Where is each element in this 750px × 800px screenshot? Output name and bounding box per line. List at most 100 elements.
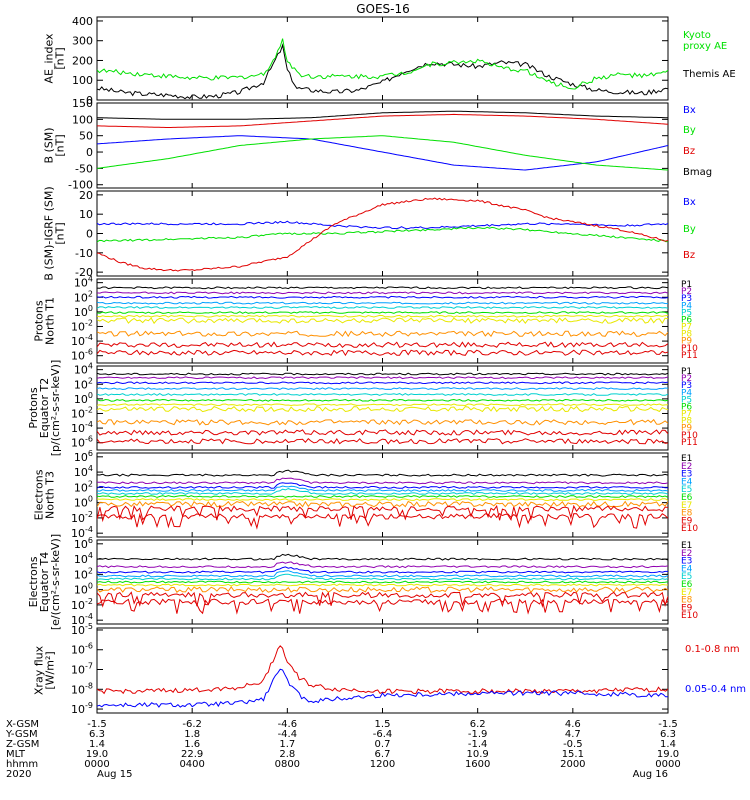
x-row-label: hhmm (6, 759, 38, 770)
series-line (97, 498, 668, 502)
series-line (97, 306, 668, 309)
y-tick-label: 10-2 (71, 318, 93, 333)
legend-entry: P6 (681, 315, 692, 325)
x-axis-value: 6.3 (660, 729, 676, 740)
legend-entry: E7 (681, 501, 692, 511)
x-axis-value: 1.7 (279, 739, 295, 750)
series-line (97, 580, 668, 584)
x-axis-value: 6.7 (375, 749, 391, 760)
panel-bsm: 150 100 50 0 -50 -100 B (SM)[nT] Bx By Bz Bmag (43, 97, 713, 192)
legend-entry: P7 (681, 323, 692, 333)
y-axis-label: ElectronsEquator T4[e/(cm²-s-sr-keV)] (27, 534, 62, 630)
x-row-label: Y-GSM (5, 729, 38, 740)
legend-entry: 0.05-0.4 nm (685, 684, 746, 695)
legend-entry: P1 (681, 367, 692, 377)
y-tick-label: 100 (74, 391, 93, 406)
legend-entry: P8 (681, 417, 692, 427)
legend-entry: E2 (681, 462, 692, 472)
x-axis-value: -4.4 (278, 729, 298, 740)
legend-entry: P3 (681, 294, 692, 304)
y-tick-label: 10-4 (71, 420, 93, 435)
series-line (97, 429, 668, 436)
legend-entry: By (683, 224, 696, 235)
y-tick-label: 102 (74, 566, 93, 581)
legend-entry: E3 (681, 470, 692, 480)
legend-entry: E10 (681, 611, 698, 621)
series-line (97, 437, 668, 445)
legend-entry: P6 (681, 402, 692, 412)
series-line (97, 330, 668, 338)
x-axis-value: Aug 15 (97, 769, 132, 780)
y-tick-label: 400 (72, 15, 93, 28)
series-line (97, 405, 668, 413)
y-tick-label: 20 (79, 189, 93, 202)
series-line (97, 504, 668, 523)
x-axis-value: 6.2 (470, 719, 486, 730)
series-line (97, 226, 668, 243)
panel-frame (96, 16, 669, 101)
y-tick-label: 0 (86, 228, 93, 241)
x-row-label: Z-GSM (6, 739, 39, 750)
series-line (97, 372, 668, 376)
legend-entry: Bx (683, 197, 696, 208)
series-line (97, 598, 668, 615)
y-tick-label: 10-9 (71, 701, 93, 716)
legend-entry: P10 (681, 431, 698, 441)
legend-entry: E4 (681, 477, 693, 487)
y-tick-label: 200 (72, 54, 93, 67)
x-axis-value: 1.4 (660, 739, 676, 750)
series-line (97, 301, 668, 305)
legend-entry: P1 (681, 280, 692, 290)
y-tick-label: 106 (74, 536, 93, 551)
y-axis-label: AE_index[nT] (43, 33, 67, 84)
x-axis-value: -1.5 (87, 719, 107, 730)
series-line (97, 573, 668, 581)
legend-entry: E8 (681, 596, 693, 606)
y-tick-label: 102 (74, 289, 93, 304)
y-tick-label: 104 (74, 275, 93, 290)
y-tick-label: 10-5 (71, 622, 93, 637)
legend-entry: P11 (681, 438, 698, 448)
legend-entry: E6 (681, 493, 693, 503)
series-line (97, 135, 668, 171)
legend-entry: E10 (681, 524, 698, 534)
series-line (97, 645, 668, 695)
legend-entry: P2 (681, 287, 692, 297)
series-line (97, 403, 668, 407)
y-tick-label: 0 (86, 146, 93, 159)
series-line (97, 553, 668, 561)
y-tick-label: 10-7 (71, 662, 93, 677)
x-axis-value: 1.6 (184, 739, 200, 750)
x-axis-value: -0.5 (563, 739, 583, 750)
legend-entry: P11 (681, 351, 698, 361)
series-line (97, 488, 668, 495)
y-tick-label: 10-6 (71, 642, 93, 657)
series-line (97, 317, 668, 325)
x-axis-value: 2.8 (279, 749, 295, 760)
series-line (97, 113, 668, 128)
y-tick-label: 104 (74, 464, 93, 479)
y-tick-label: 104 (74, 362, 93, 377)
panel-ae: 400 300 200 100 0 AE_index[nT] Kyoto proxy AE Th… (43, 15, 736, 107)
y-tick-label: 10-6 (71, 348, 93, 363)
series-line (97, 566, 668, 574)
legend-entry: By (683, 125, 696, 136)
y-tick-label: 100 (74, 495, 93, 510)
legend-entry: P9 (681, 424, 692, 434)
y-tick-label: 300 (72, 35, 93, 48)
y-tick-label: 0 (86, 94, 93, 107)
series-line (97, 286, 668, 290)
x-axis-value: 4.7 (565, 729, 581, 740)
x-axis-value: 0400 (179, 759, 204, 770)
y-tick-label: -20 (75, 266, 93, 279)
x-axis-value: 1600 (465, 759, 490, 770)
y-tick-label: 10-2 (71, 405, 93, 420)
y-tick-label: 10 (79, 208, 93, 221)
legend-entry: E6 (681, 580, 693, 590)
legend-entry: E3 (681, 557, 692, 567)
x-axis-value: 0800 (275, 759, 300, 770)
y-tick-label: 102 (74, 376, 93, 391)
y-tick-label: 102 (74, 479, 93, 494)
